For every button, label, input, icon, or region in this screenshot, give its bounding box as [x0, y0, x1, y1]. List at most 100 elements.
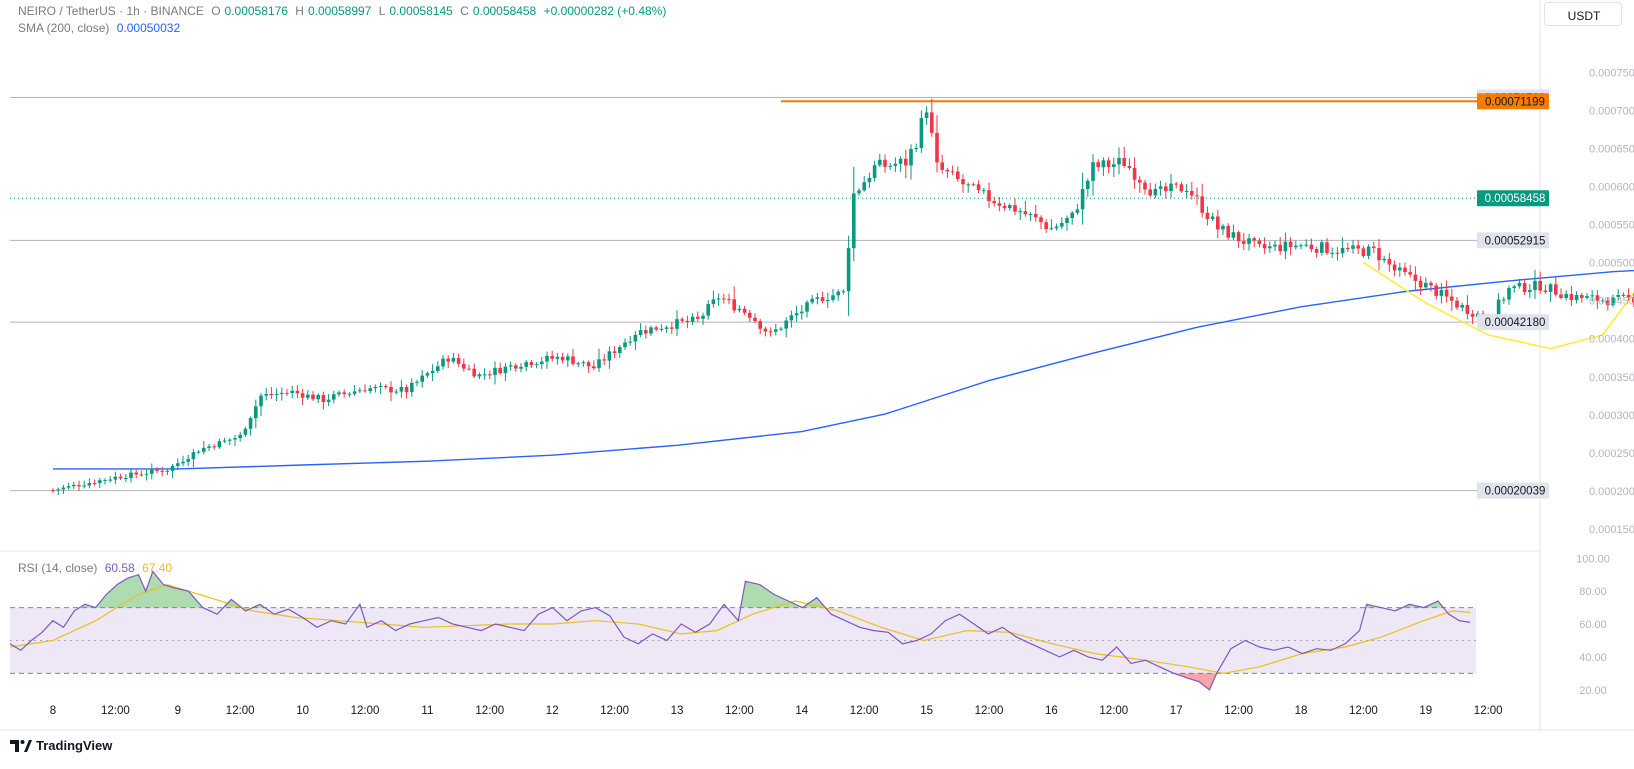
- candle-body[interactable]: [1086, 180, 1090, 189]
- candle-body[interactable]: [883, 159, 887, 167]
- candle-body[interactable]: [1574, 295, 1579, 301]
- candle-body[interactable]: [103, 480, 107, 482]
- candle-body[interactable]: [1200, 196, 1204, 213]
- candle-body[interactable]: [378, 386, 383, 388]
- candle-body[interactable]: [1512, 286, 1516, 289]
- candle-body[interactable]: [1117, 158, 1121, 165]
- candle-body[interactable]: [930, 112, 934, 133]
- candle-body[interactable]: [129, 472, 133, 478]
- candle-body[interactable]: [1247, 238, 1251, 244]
- candle-body[interactable]: [1034, 214, 1038, 218]
- candle-body[interactable]: [186, 459, 190, 462]
- candle-body[interactable]: [742, 308, 747, 313]
- candle-body[interactable]: [280, 392, 284, 394]
- candle-body[interactable]: [316, 395, 320, 400]
- candle-body[interactable]: [846, 248, 851, 292]
- candle-body[interactable]: [1226, 225, 1230, 238]
- candle-body[interactable]: [888, 165, 892, 167]
- candle-body[interactable]: [1174, 183, 1178, 185]
- candle-body[interactable]: [259, 395, 263, 407]
- candle-body[interactable]: [576, 363, 580, 365]
- candle-body[interactable]: [508, 365, 513, 367]
- candle-body[interactable]: [1356, 245, 1360, 249]
- candle-body[interactable]: [633, 335, 638, 342]
- candle-body[interactable]: [1283, 241, 1288, 252]
- candle-body[interactable]: [191, 452, 196, 460]
- candle-body[interactable]: [1543, 290, 1548, 292]
- candle-body[interactable]: [1112, 164, 1116, 167]
- candle-body[interactable]: [950, 171, 955, 173]
- candle-body[interactable]: [1340, 248, 1345, 254]
- candle-body[interactable]: [1424, 282, 1428, 288]
- candle-body[interactable]: [1236, 232, 1241, 242]
- candle-body[interactable]: [1299, 245, 1303, 247]
- sma-line[interactable]: [53, 263, 1634, 470]
- candle-body[interactable]: [212, 446, 216, 448]
- candle-body[interactable]: [1611, 297, 1615, 306]
- candle-body[interactable]: [1533, 280, 1537, 291]
- candle-body[interactable]: [248, 418, 253, 429]
- candle-body[interactable]: [1205, 212, 1210, 219]
- candle-body[interactable]: [649, 327, 653, 334]
- candle-body[interactable]: [1075, 209, 1080, 213]
- candle-body[interactable]: [332, 394, 336, 400]
- candle-body[interactable]: [399, 387, 404, 392]
- candle-body[interactable]: [1554, 284, 1558, 295]
- candle-body[interactable]: [72, 485, 76, 487]
- candle-body[interactable]: [217, 441, 222, 448]
- candle-body[interactable]: [415, 381, 419, 383]
- candle-body[interactable]: [233, 438, 237, 440]
- candle-body[interactable]: [909, 148, 913, 166]
- candle-body[interactable]: [1091, 162, 1095, 181]
- candle-body[interactable]: [1231, 232, 1236, 238]
- candle-body[interactable]: [924, 112, 929, 119]
- candle-body[interactable]: [1195, 195, 1199, 197]
- candle-body[interactable]: [831, 295, 835, 300]
- candle-body[interactable]: [456, 358, 461, 364]
- candle-body[interactable]: [207, 446, 211, 448]
- candle-body[interactable]: [202, 447, 206, 452]
- candle-body[interactable]: [1190, 191, 1194, 196]
- candle-body[interactable]: [794, 313, 799, 316]
- candle-body[interactable]: [1434, 285, 1438, 296]
- candle-body[interactable]: [113, 476, 118, 480]
- candle-body[interactable]: [1294, 245, 1298, 248]
- candle-body[interactable]: [264, 394, 268, 396]
- candle-body[interactable]: [368, 388, 372, 391]
- candle-body[interactable]: [1387, 258, 1392, 265]
- candle-body[interactable]: [306, 394, 310, 398]
- candle-body[interactable]: [1106, 160, 1111, 167]
- candle-body[interactable]: [300, 393, 305, 398]
- candle-body[interactable]: [607, 351, 612, 361]
- candle-body[interactable]: [592, 366, 596, 369]
- candle-body[interactable]: [1569, 294, 1574, 301]
- candle-body[interactable]: [342, 392, 346, 394]
- candle-body[interactable]: [1008, 205, 1012, 209]
- candle-body[interactable]: [321, 395, 326, 402]
- candle-body[interactable]: [290, 390, 294, 393]
- candle-body[interactable]: [1517, 283, 1522, 287]
- candle-body[interactable]: [820, 297, 825, 301]
- candle-body[interactable]: [228, 439, 232, 441]
- candle-body[interactable]: [1070, 212, 1074, 218]
- candle-body[interactable]: [524, 362, 528, 367]
- candle-body[interactable]: [1351, 245, 1355, 249]
- candle-body[interactable]: [311, 394, 315, 400]
- candle-body[interactable]: [430, 371, 435, 374]
- candle-body[interactable]: [337, 392, 341, 395]
- candle-body[interactable]: [82, 485, 86, 487]
- candle-body[interactable]: [1325, 242, 1329, 253]
- candle-body[interactable]: [165, 470, 170, 472]
- candle-body[interactable]: [274, 393, 279, 395]
- candle-body[interactable]: [1418, 280, 1423, 288]
- candle-body[interactable]: [836, 291, 840, 296]
- candle-body[interactable]: [1148, 189, 1152, 196]
- candle-body[interactable]: [1366, 246, 1371, 256]
- candle-body[interactable]: [560, 356, 565, 361]
- candle-body[interactable]: [1600, 300, 1605, 302]
- candle-body[interactable]: [1164, 186, 1168, 192]
- candle-body[interactable]: [295, 390, 300, 394]
- candle-body[interactable]: [61, 487, 66, 490]
- candle-body[interactable]: [181, 461, 185, 464]
- candle-body[interactable]: [1330, 252, 1334, 254]
